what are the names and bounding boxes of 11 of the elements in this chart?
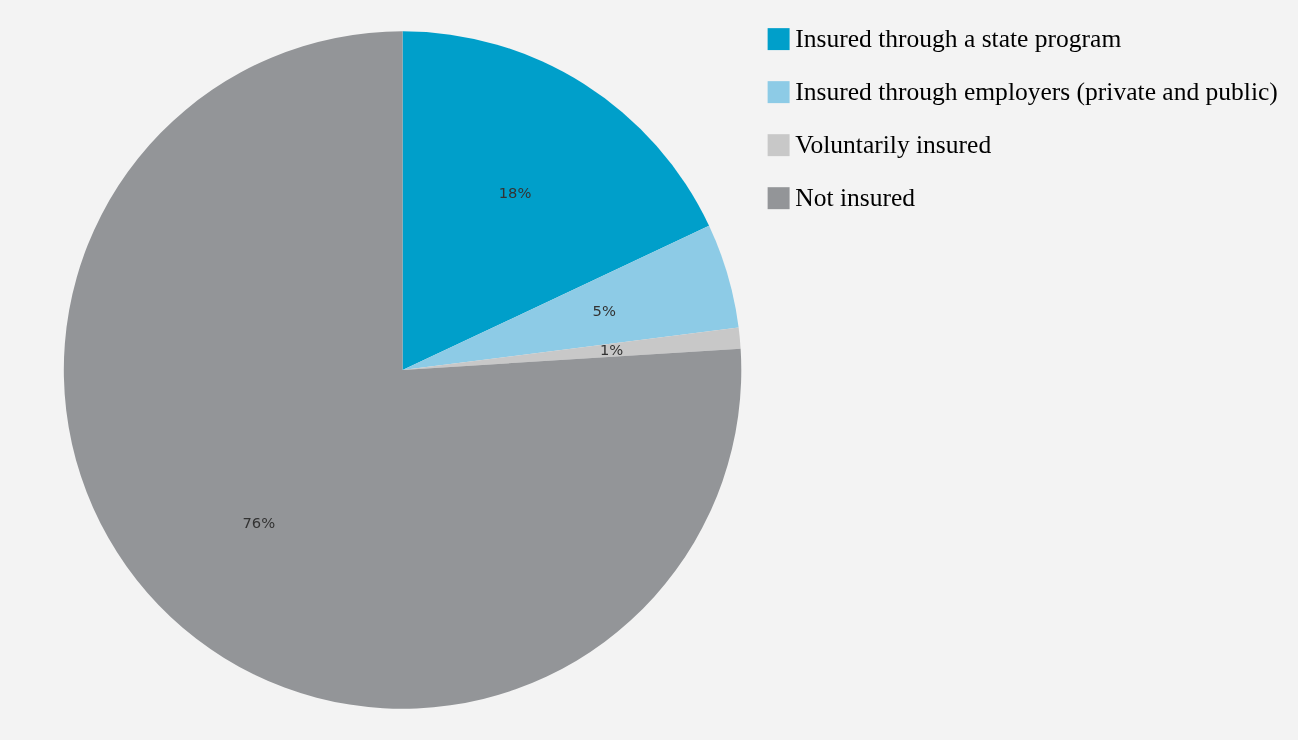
legend-label: Insured through a state program xyxy=(795,23,1122,53)
legend-label: Insured through employers (private and public) xyxy=(795,76,1278,106)
legend-label: Not insured xyxy=(795,183,916,213)
data-label: 1% xyxy=(599,341,624,359)
data-label: 76% xyxy=(242,514,276,531)
legend-label: Voluntarily insured xyxy=(795,130,992,160)
data-label: 5% xyxy=(592,302,616,320)
pie-slice xyxy=(63,31,741,709)
data-label: 18% xyxy=(498,183,532,201)
pie-slice xyxy=(402,225,739,370)
pie-slice xyxy=(402,31,710,370)
